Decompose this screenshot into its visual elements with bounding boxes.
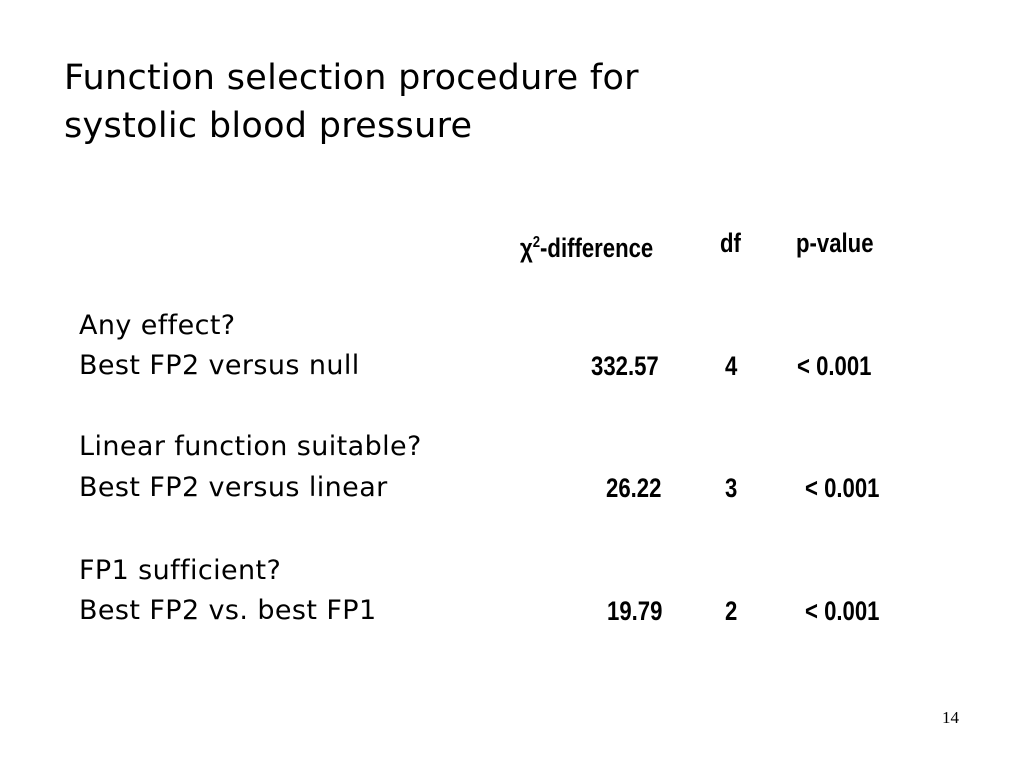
slide-title: Function selection procedure for systoli… <box>64 54 824 150</box>
header-df: df <box>720 228 741 258</box>
chi2-value: 26.22 <box>606 473 662 503</box>
title-line-1: Function selection procedure for <box>64 58 639 98</box>
question-label: Any effect? <box>79 310 236 341</box>
header-chi-suffix: -difference <box>540 233 654 263</box>
comparison-label: Best FP2 versus null <box>79 350 360 381</box>
comparison-label: Best FP2 versus linear <box>79 472 388 503</box>
header-chi2-difference: χ2-difference <box>520 226 653 265</box>
header-chi-superscript: 2 <box>532 234 541 251</box>
p-value: < 0.001 <box>805 473 880 503</box>
p-value: < 0.001 <box>797 351 872 381</box>
title-line-2: systolic blood pressure <box>64 106 473 146</box>
header-chi-symbol: χ <box>520 233 533 263</box>
df-value: 4 <box>725 351 738 381</box>
question-label: FP1 sufficient? <box>79 555 282 586</box>
page-number: 14 <box>942 708 959 727</box>
df-value: 3 <box>725 473 738 503</box>
df-value: 2 <box>725 596 738 626</box>
header-p-value: p-value <box>796 228 874 258</box>
chi2-value: 19.79 <box>607 596 663 626</box>
chi2-value: 332.57 <box>591 351 659 381</box>
p-value: < 0.001 <box>805 596 880 626</box>
comparison-label: Best FP2 vs. best FP1 <box>79 595 377 626</box>
question-label: Linear function suitable? <box>79 431 422 462</box>
